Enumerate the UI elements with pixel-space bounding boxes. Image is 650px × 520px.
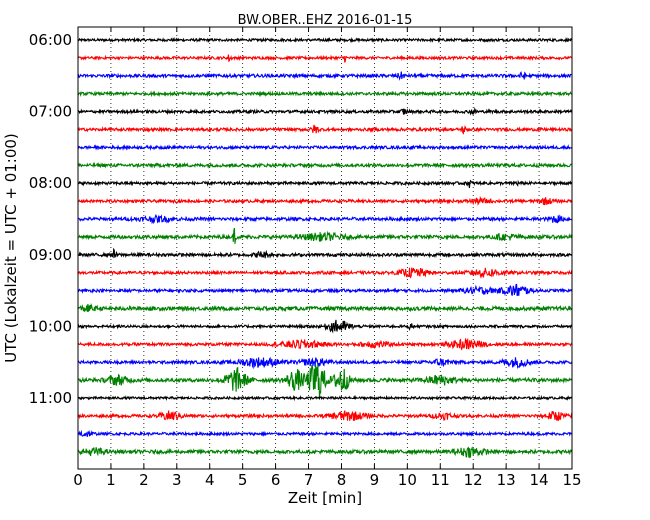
trace-1000 (77, 319, 573, 334)
x-tick-label: 6 (271, 471, 281, 489)
y-tick-label: 10:00 (29, 317, 72, 335)
x-axis-ticks: 0 1 2 3 4 5 6 7 8 9 10 11 12 13 14 15 (73, 27, 582, 489)
x-tick-label: 11 (431, 471, 450, 489)
y-tick-label: 06:00 (29, 31, 72, 49)
x-tick-label: 0 (73, 471, 83, 489)
trace-1130 (77, 429, 573, 438)
x-tick-label: 7 (304, 471, 314, 489)
trace-1100 (77, 394, 573, 402)
y-tick-label: 08:00 (29, 174, 72, 192)
trace-1115 (77, 410, 573, 422)
trace-0730 (77, 143, 573, 151)
trace-0845 (77, 227, 573, 244)
grid-lines (78, 27, 572, 469)
trace-0800 (77, 179, 573, 189)
trace-0945 (77, 302, 573, 313)
trace-1045 (77, 364, 573, 399)
x-tick-label: 10 (398, 471, 417, 489)
x-tick-label: 4 (205, 471, 215, 489)
y-tick-label: 07:00 (29, 103, 72, 121)
trace-0815 (77, 195, 573, 206)
trace-1030 (77, 356, 573, 370)
x-axis-label: Zeit [min] (288, 489, 362, 507)
chart-title: BW.OBER..EHZ 2016-01-15 (238, 13, 413, 28)
plot-frame (77, 26, 573, 470)
trace-1015 (77, 337, 573, 351)
y-axis-label: UTC (Lokalzeit = UTC + 01:00) (2, 133, 20, 363)
trace-0615 (77, 54, 573, 63)
x-tick-label: 8 (337, 471, 347, 489)
x-tick-label: 1 (106, 471, 116, 489)
trace-0630 (77, 71, 573, 81)
y-tick-label: 11:00 (29, 389, 72, 407)
trace-0745 (77, 161, 573, 169)
trace-0645 (77, 90, 573, 98)
x-tick-label: 13 (497, 471, 516, 489)
x-tick-label: 5 (238, 471, 248, 489)
trace-0600 (77, 36, 573, 44)
x-tick-label: 12 (464, 471, 483, 489)
y-axis-ticks: 06:00 07:00 08:00 09:00 10:00 11:00 (29, 31, 572, 407)
trace-0830 (77, 213, 573, 225)
trace-1145 (77, 446, 573, 459)
x-tick-label: 3 (172, 471, 182, 489)
x-tick-label: 2 (139, 471, 149, 489)
y-tick-label: 09:00 (29, 246, 72, 264)
traces (77, 36, 573, 459)
x-tick-label: 14 (530, 471, 549, 489)
trace-0915 (77, 267, 573, 280)
trace-0930 (77, 283, 573, 297)
trace-0900 (77, 247, 573, 259)
trace-0700 (77, 107, 573, 116)
x-tick-label: 15 (562, 471, 581, 489)
x-tick-label: 9 (370, 471, 380, 489)
trace-0715 (77, 124, 573, 135)
